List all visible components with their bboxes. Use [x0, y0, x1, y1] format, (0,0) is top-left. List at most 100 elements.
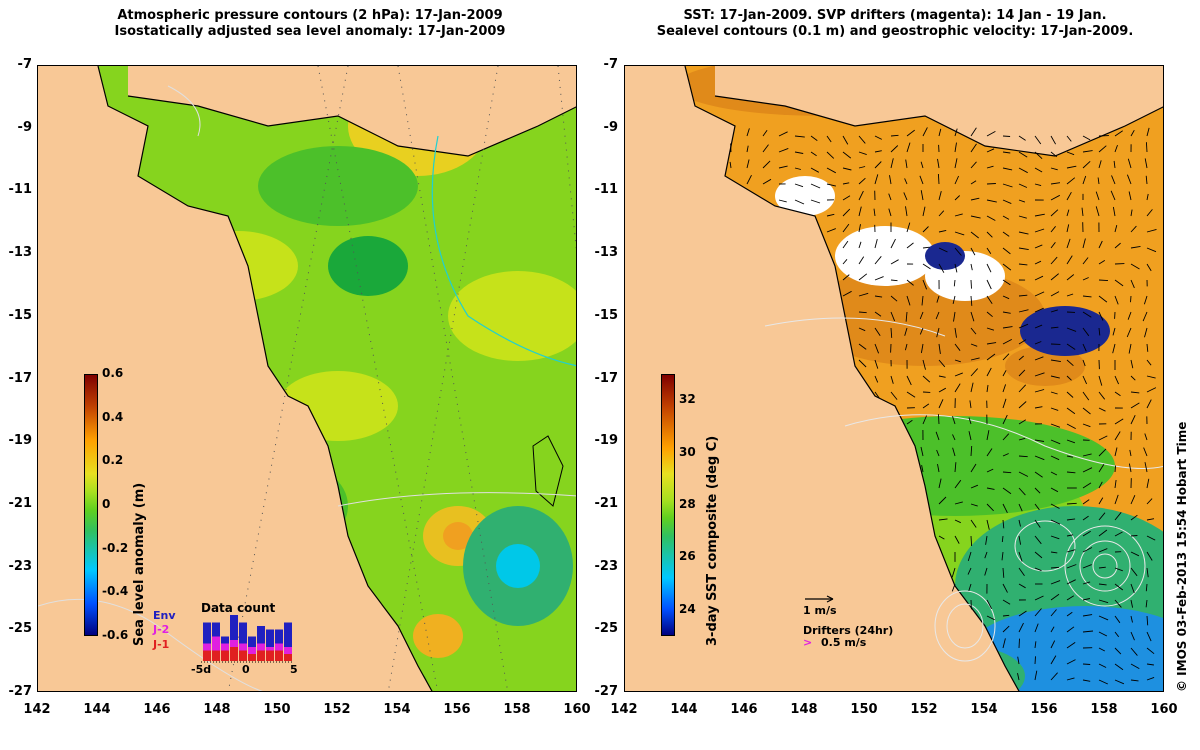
- velocity-vector: [1050, 135, 1056, 145]
- colorbar-tick-label: -0.2: [102, 540, 129, 555]
- velocity-vector: [778, 165, 788, 169]
- velocity-vector: [794, 199, 805, 205]
- sla-colorbar-label: Sea level anomaly (m): [132, 482, 147, 646]
- velocity-vector: [1034, 670, 1038, 681]
- velocity-vector: [1001, 551, 1004, 561]
- velocity-vector: [1114, 447, 1118, 457]
- velocity-vector: [826, 213, 835, 217]
- velocity-vector: [1050, 423, 1061, 428]
- left-title-line2: Isostatically adjusted sea level anomaly…: [114, 24, 506, 39]
- velocity-vector: [922, 403, 930, 409]
- velocity-vector: [937, 158, 940, 169]
- velocity-vector: [920, 343, 924, 354]
- velocity-vector: [1018, 535, 1022, 545]
- velocity-vector: [1082, 150, 1093, 153]
- velocity-vector: [1098, 599, 1109, 604]
- velocity-vector: [922, 279, 928, 290]
- velocity-vector: [1098, 295, 1108, 303]
- velocity-vector: [904, 178, 908, 185]
- velocity-vector: [888, 193, 892, 201]
- velocity-vector: [794, 167, 802, 170]
- velocity-vector: [1034, 519, 1041, 528]
- sla-field: [38, 66, 576, 691]
- velocity-vector: [1018, 610, 1027, 617]
- velocity-vector: [1002, 433, 1010, 441]
- velocity-vector: [1082, 391, 1090, 401]
- velocity-vector: [1018, 355, 1024, 361]
- velocity-vector: [1066, 642, 1076, 649]
- velocity-vector: [1146, 209, 1153, 217]
- velocity-vector: [1018, 294, 1028, 297]
- left-y-tick: -23: [8, 558, 33, 574]
- right-y-tick: -9: [603, 119, 618, 135]
- velocity-vector: [858, 273, 868, 281]
- velocity-vector: [1018, 471, 1029, 477]
- velocity-vector: [1082, 453, 1092, 457]
- velocity-vector: [1034, 389, 1045, 393]
- velocity-vector: [1018, 638, 1020, 649]
- sst-map: 32 30 28 26 24 3-day SST composite (deg C) 1…: [624, 65, 1164, 692]
- velocity-vector: [1098, 375, 1103, 386]
- velocity-vector: [1146, 631, 1152, 642]
- velocity-vector: [842, 208, 851, 217]
- velocity-vector: [938, 229, 947, 233]
- velocity-vector: [890, 375, 894, 384]
- velocity-vector: [1050, 551, 1058, 554]
- velocity-vector: [1066, 471, 1076, 474]
- velocity-vector: [890, 134, 899, 137]
- velocity-vector: [842, 195, 851, 201]
- velocity-vector: [954, 501, 963, 505]
- velocity-vector: [954, 175, 960, 185]
- velocity-vector: [1050, 519, 1061, 525]
- velocity-vector: [1066, 611, 1073, 617]
- velocity-vector: [935, 311, 940, 320]
- velocity-vector: [1066, 579, 1076, 585]
- colorbar-tick-label: 0.2: [102, 453, 124, 468]
- velocity-vector: [1018, 455, 1028, 458]
- velocity-vector: [954, 195, 961, 201]
- data-count-bar-env: [266, 629, 274, 647]
- velocity-vector: [842, 167, 852, 171]
- australia-landmass: [38, 66, 432, 691]
- velocity-vector: [922, 206, 926, 217]
- velocity-vector: [905, 206, 908, 217]
- right-x-tick: 146: [730, 702, 758, 717]
- velocity-vector: [938, 247, 948, 253]
- colorbar-tick-label: 28: [679, 497, 696, 511]
- colorbar-tick-label: 24: [679, 601, 696, 616]
- velocity-vector: [1002, 471, 1012, 474]
- velocity-vector: [954, 535, 960, 544]
- velocity-vector: [1143, 447, 1148, 457]
- velocity-vector: [1050, 407, 1059, 411]
- vector-scale-label: 1 m/s: [803, 604, 837, 617]
- velocity-vector: [1098, 160, 1102, 169]
- velocity-vector: [967, 551, 972, 562]
- velocity-vector: [1066, 407, 1076, 415]
- velocity-vector: [1066, 564, 1077, 569]
- velocity-vector: [938, 359, 946, 368]
- vector-scale-arrow: [805, 595, 834, 603]
- velocity-vector: [1144, 158, 1148, 169]
- velocity-vector: [1050, 593, 1060, 601]
- velocity-vector: [1050, 242, 1056, 249]
- velocity-vector: [1017, 656, 1020, 665]
- velocity-vector: [952, 447, 956, 457]
- velocity-vector: [1066, 375, 1072, 381]
- velocity-vector: [1114, 567, 1123, 572]
- data-count-bar-env: [230, 615, 238, 640]
- velocity-vector: [1130, 599, 1134, 608]
- velocity-vector: [1050, 226, 1056, 233]
- left-x-tick: 154: [383, 702, 411, 717]
- left-panel-title: Atmospheric pressure contours (2 hPa): 1…: [40, 8, 580, 40]
- velocity-vector: [986, 279, 992, 290]
- velocity-vector: [968, 431, 972, 441]
- velocity-vector: [1098, 647, 1106, 652]
- velocity-vector: [1113, 160, 1116, 169]
- velocity-vector: [1112, 343, 1116, 354]
- right-title-line2: Sealevel contours (0.1 m) and geostrophi…: [656, 24, 1134, 39]
- velocity-vector: [986, 487, 995, 490]
- velocity-vector: [954, 359, 961, 363]
- right-y-tick: -21: [594, 495, 619, 511]
- velocity-vector: [1066, 165, 1077, 169]
- velocity-vector: [1002, 614, 1010, 617]
